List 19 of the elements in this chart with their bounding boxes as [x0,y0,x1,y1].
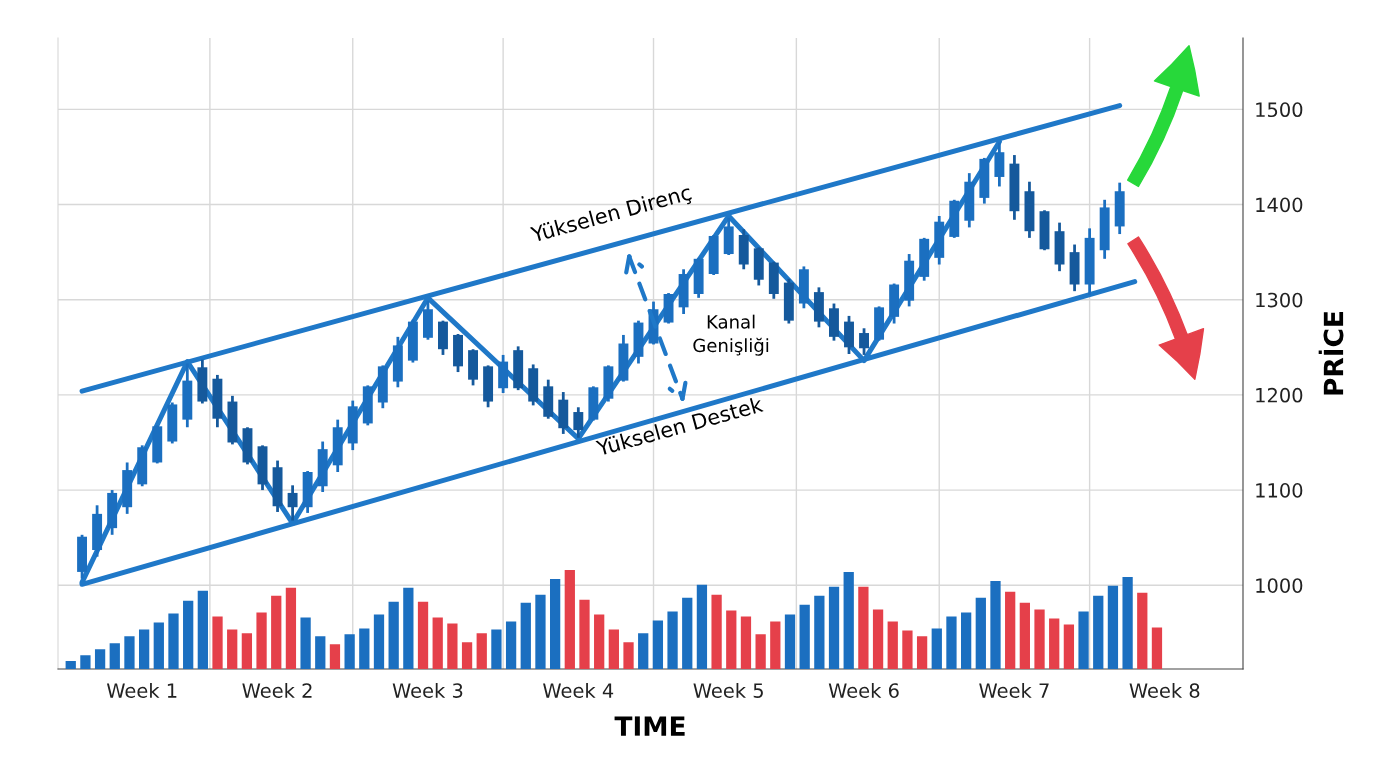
y-tick-label: 1300 [1256,292,1303,308]
x-tick-label: Week 2 [242,682,312,698]
y-tick-label: 1000 [1256,578,1303,593]
annotation: Yükselen Destek [595,395,764,457]
y-tick-label: 1200 [1256,387,1303,403]
x-tick-label: Week 6 [828,682,899,698]
x-tick-label: Week 4 [543,682,614,698]
y-axis-title: PRİCE [1318,312,1344,395]
x-tick-label: Week 1 [106,682,177,698]
annotation: Yükselen Direnç [529,183,693,247]
y-tick-label: 1400 [1256,197,1303,213]
x-tick-label: Week 8 [1129,682,1200,698]
x-tick-label: Week 5 [693,682,763,698]
x-tick-label: Week 3 [392,682,463,698]
y-tick-label: 1100 [1256,483,1303,498]
x-tick-label: Week 7 [979,682,1049,698]
annotation: Kanal Genişliği [693,314,769,356]
y-tick-label: 1500 [1256,102,1303,118]
x-axis-title: TIME [614,716,685,736]
